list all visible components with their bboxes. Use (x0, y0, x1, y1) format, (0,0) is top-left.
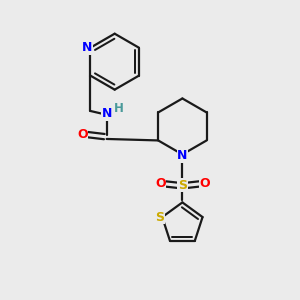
Text: N: N (177, 149, 188, 162)
Text: O: O (199, 177, 210, 190)
Text: N: N (82, 41, 92, 54)
Text: S: S (155, 211, 164, 224)
Text: O: O (77, 128, 88, 141)
Text: N: N (101, 107, 112, 120)
Text: S: S (178, 179, 187, 192)
Text: H: H (114, 101, 124, 115)
Text: O: O (155, 177, 166, 190)
